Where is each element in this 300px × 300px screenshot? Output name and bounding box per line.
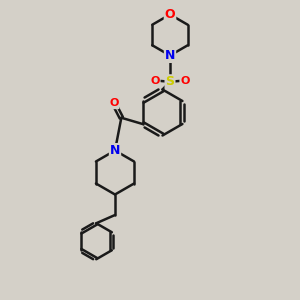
Text: N: N [110, 144, 120, 157]
Text: O: O [165, 8, 175, 21]
Text: N: N [165, 49, 175, 62]
Text: S: S [166, 75, 175, 88]
Text: O: O [150, 76, 160, 85]
Text: O: O [109, 98, 119, 108]
Text: O: O [180, 76, 190, 85]
